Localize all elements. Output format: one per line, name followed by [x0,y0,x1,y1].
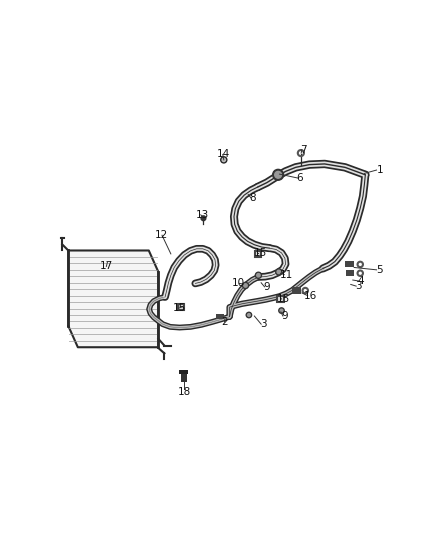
Text: 18: 18 [178,387,191,397]
FancyBboxPatch shape [181,374,187,382]
Text: 9: 9 [282,311,288,321]
Circle shape [277,270,280,273]
Circle shape [246,312,251,318]
Circle shape [279,308,284,313]
Circle shape [276,269,282,275]
FancyBboxPatch shape [345,261,354,268]
Text: 10: 10 [232,278,244,288]
Circle shape [273,169,283,180]
Text: 8: 8 [249,193,256,203]
FancyBboxPatch shape [179,370,188,374]
Circle shape [255,272,261,278]
Text: 15: 15 [254,248,267,258]
Circle shape [243,282,249,288]
FancyBboxPatch shape [216,314,224,319]
FancyBboxPatch shape [178,304,184,310]
Text: 4: 4 [357,276,364,286]
Text: 6: 6 [297,173,303,183]
FancyBboxPatch shape [254,251,261,257]
Text: 13: 13 [196,210,209,220]
Text: 5: 5 [377,265,383,275]
FancyBboxPatch shape [277,296,283,302]
Circle shape [275,172,282,178]
Circle shape [222,158,226,161]
Text: 12: 12 [155,230,168,240]
Circle shape [244,284,247,287]
Text: 3: 3 [355,281,362,291]
Text: 17: 17 [100,262,113,271]
Text: 7: 7 [300,144,307,155]
Text: 11: 11 [279,270,293,280]
Circle shape [247,313,250,317]
Text: 14: 14 [217,149,230,159]
Text: 1: 1 [377,165,383,175]
Text: 2: 2 [221,317,228,327]
Text: 15: 15 [277,294,290,304]
Circle shape [280,309,283,312]
Circle shape [201,216,206,221]
Circle shape [257,273,260,277]
Circle shape [221,157,227,163]
FancyBboxPatch shape [292,287,301,294]
Text: 16: 16 [304,290,317,301]
Text: 9: 9 [264,282,270,292]
Polygon shape [68,251,158,347]
Text: 15: 15 [173,303,186,313]
FancyBboxPatch shape [346,270,354,276]
Text: 3: 3 [260,319,266,329]
